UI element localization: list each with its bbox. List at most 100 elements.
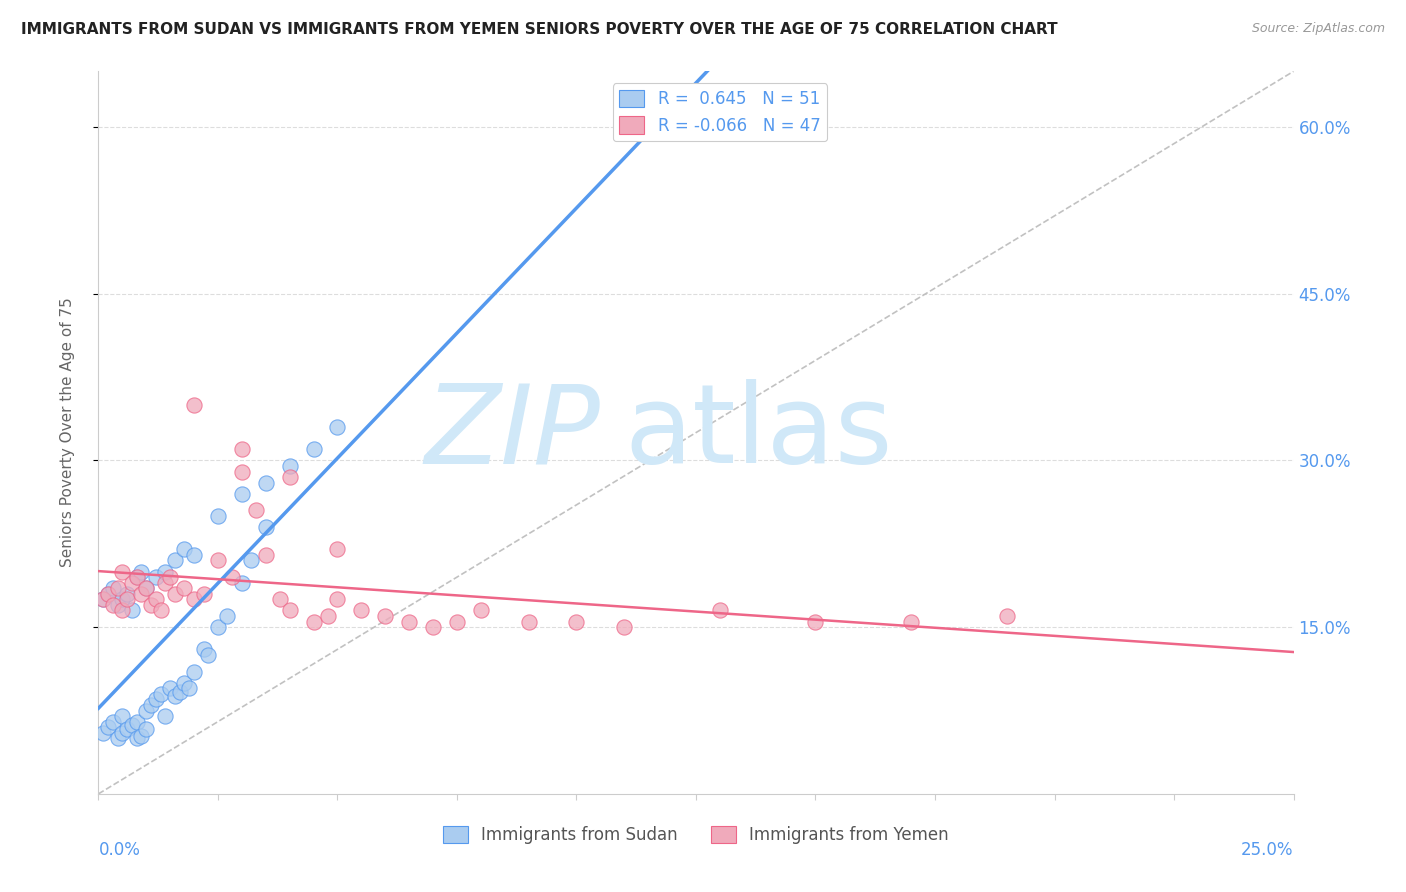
Point	[163, 587, 186, 601]
Point	[163, 553, 186, 567]
Point	[125, 714, 148, 729]
Point	[613, 620, 636, 634]
Point	[326, 592, 349, 607]
Point	[163, 689, 186, 703]
Point	[149, 687, 172, 701]
Point	[149, 603, 172, 617]
Point	[193, 642, 215, 657]
Point	[179, 681, 201, 696]
Point	[131, 729, 153, 743]
Point	[155, 565, 177, 579]
Point	[995, 609, 1018, 624]
Point	[155, 575, 177, 590]
Point	[97, 720, 120, 734]
Point	[254, 520, 277, 534]
Point	[565, 615, 588, 629]
Point	[101, 714, 124, 729]
Point	[254, 475, 277, 490]
Point	[125, 731, 148, 746]
Point	[278, 470, 301, 484]
Point	[197, 648, 219, 662]
Point	[517, 615, 540, 629]
Point	[135, 581, 157, 595]
Point	[139, 598, 162, 612]
Text: atlas: atlas	[624, 379, 893, 486]
Point	[207, 508, 229, 523]
Point	[91, 592, 114, 607]
Point	[302, 442, 325, 457]
Point	[145, 570, 167, 584]
Point	[278, 603, 301, 617]
Point	[183, 665, 205, 679]
Point	[91, 592, 114, 607]
Point	[217, 609, 239, 624]
Point	[115, 723, 138, 737]
Point	[135, 723, 157, 737]
Point	[193, 587, 215, 601]
Point	[709, 603, 731, 617]
Point	[269, 592, 291, 607]
Point	[155, 709, 177, 723]
Point	[125, 570, 148, 584]
Point	[91, 725, 114, 739]
Point	[207, 620, 229, 634]
Point	[398, 615, 420, 629]
Point	[422, 620, 444, 634]
Point	[101, 598, 124, 612]
Point	[183, 592, 205, 607]
Point	[231, 575, 253, 590]
Point	[254, 548, 277, 562]
Point	[207, 553, 229, 567]
Point	[125, 570, 148, 584]
Point	[183, 548, 205, 562]
Point	[446, 615, 468, 629]
Legend: Immigrants from Sudan, Immigrants from Yemen: Immigrants from Sudan, Immigrants from Y…	[436, 819, 956, 851]
Point	[326, 542, 349, 557]
Text: Source: ZipAtlas.com: Source: ZipAtlas.com	[1251, 22, 1385, 36]
Point	[111, 592, 134, 607]
Point	[135, 704, 157, 718]
Point	[97, 587, 120, 601]
Text: 0.0%: 0.0%	[98, 841, 141, 859]
Point	[159, 570, 181, 584]
Point	[169, 684, 191, 698]
Point	[173, 581, 195, 595]
Point	[139, 698, 162, 712]
Point	[107, 581, 129, 595]
Point	[302, 615, 325, 629]
Point	[107, 731, 129, 746]
Point	[231, 465, 253, 479]
Point	[115, 592, 138, 607]
Point	[240, 553, 263, 567]
Point	[111, 565, 134, 579]
Point	[278, 458, 301, 473]
Point	[470, 603, 492, 617]
Point	[107, 598, 129, 612]
Point	[374, 609, 396, 624]
Point	[111, 725, 134, 739]
Point	[131, 587, 153, 601]
Point	[145, 592, 167, 607]
Point	[231, 487, 253, 501]
Point	[121, 575, 143, 590]
Point	[115, 587, 138, 601]
Point	[350, 603, 373, 617]
Point	[173, 675, 195, 690]
Text: IMMIGRANTS FROM SUDAN VS IMMIGRANTS FROM YEMEN SENIORS POVERTY OVER THE AGE OF 7: IMMIGRANTS FROM SUDAN VS IMMIGRANTS FROM…	[21, 22, 1057, 37]
Point	[97, 587, 120, 601]
Text: ZIP: ZIP	[425, 379, 600, 486]
Point	[111, 603, 134, 617]
Point	[183, 398, 205, 412]
Text: 25.0%: 25.0%	[1241, 841, 1294, 859]
Point	[900, 615, 922, 629]
Y-axis label: Seniors Poverty Over the Age of 75: Seniors Poverty Over the Age of 75	[60, 298, 75, 567]
Point	[159, 681, 181, 696]
Point	[804, 615, 827, 629]
Point	[173, 542, 195, 557]
Point	[121, 718, 143, 732]
Point	[245, 503, 267, 517]
Point	[131, 565, 153, 579]
Point	[121, 603, 143, 617]
Point	[231, 442, 253, 457]
Point	[145, 692, 167, 706]
